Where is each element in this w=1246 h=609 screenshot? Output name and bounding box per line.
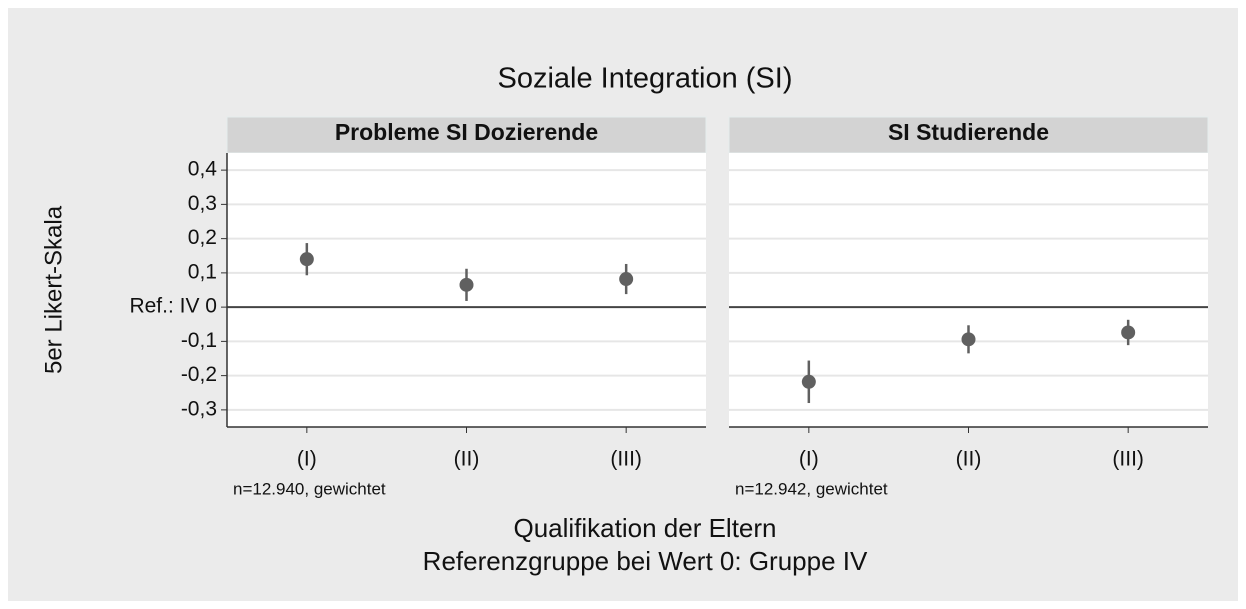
y-tick-label: -0,2 <box>181 363 217 386</box>
y-tick-label: Ref.: IV 0 <box>129 295 217 318</box>
panel-title: SI Studierende <box>888 119 1049 145</box>
point <box>1121 325 1136 340</box>
panel-title: Probleme SI Dozierende <box>335 119 598 145</box>
y-tick-label: 0,1 <box>188 260 217 283</box>
y-tick-label: 0,3 <box>188 192 217 215</box>
x-tick-label: (I) <box>297 448 317 471</box>
chart-title: Soziale Integration (SI) <box>498 63 793 95</box>
x-tick-label: (II) <box>956 448 982 471</box>
x-tick-label: (I) <box>799 448 819 471</box>
panel-note: n=12.940, gewichtet <box>233 479 386 498</box>
y-tick-label: 0,2 <box>188 226 217 249</box>
plot-area <box>729 153 1208 427</box>
x-tick-label: (II) <box>454 448 480 471</box>
x-axis-label: Qualifikation der Eltern <box>513 513 776 543</box>
y-tick-label: -0,3 <box>181 397 217 420</box>
panel-note: n=12.942, gewichtet <box>735 479 888 498</box>
x-tick-label: (III) <box>610 448 642 471</box>
y-axis-label: 5er Likert-Skala <box>40 205 67 374</box>
y-tick-label: 0,4 <box>188 158 218 181</box>
point <box>299 252 314 267</box>
strip <box>226 116 707 154</box>
point <box>619 272 634 287</box>
x-tick-label: (III) <box>1112 448 1144 471</box>
x-axis-label: Referenzgruppe bei Wert 0: Gruppe IV <box>423 546 868 576</box>
y-tick-label: -0,1 <box>181 329 217 352</box>
point <box>961 332 976 347</box>
point <box>459 277 474 292</box>
point <box>801 374 816 389</box>
strip <box>728 116 1209 154</box>
